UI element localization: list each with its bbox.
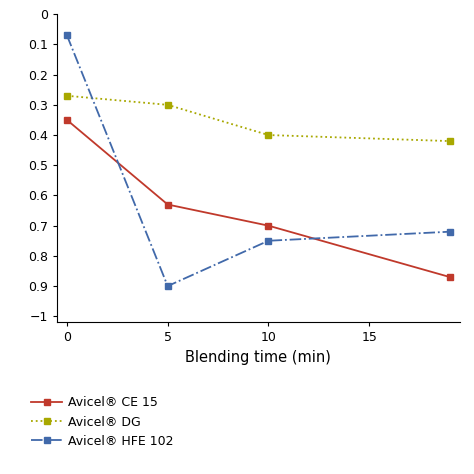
Legend: Avicel® CE 15, Avicel® DG, Avicel® HFE 102: Avicel® CE 15, Avicel® DG, Avicel® HFE 1…: [31, 396, 174, 448]
X-axis label: Blending time (min): Blending time (min): [185, 350, 331, 365]
